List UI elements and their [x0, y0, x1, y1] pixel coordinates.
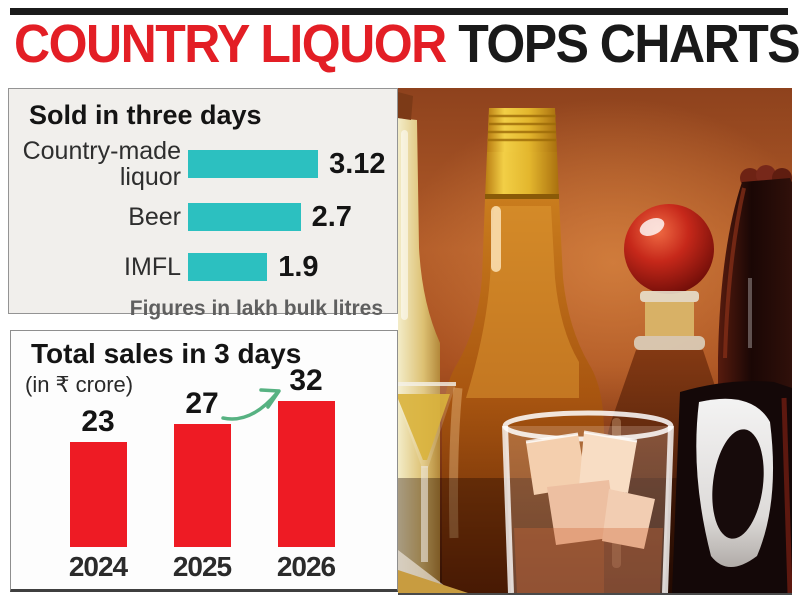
chart2-year: 2025 [172, 551, 232, 582]
chart2-bars: 23 2024 27 2025 32 2026 [67, 364, 337, 583]
chart2-column-2025: 27 2025 [171, 387, 233, 583]
chart2-bar-2025 [173, 423, 231, 547]
growth-arrow-icon [215, 377, 299, 429]
chart2-column-2024: 23 2024 [67, 405, 129, 583]
chart2-column-2026: 32 2026 [275, 364, 337, 583]
chart1-bar-beer [188, 203, 301, 231]
chart1-row-beer: Beer 2.7 [9, 201, 397, 234]
chart1-label: Country-made liquor [22, 137, 181, 192]
dark-flask [672, 381, 792, 593]
page-title: COUNTRY LIQUOR TOPS CHARTS [14, 13, 800, 75]
chart1-footnote: Figures in lakh bulk litres [129, 296, 383, 320]
chart2-title: Total sales in 3 days [31, 338, 302, 369]
table-corner [398, 570, 468, 593]
chart2-year: 2024 [68, 551, 128, 582]
white-wine-bottle [398, 92, 440, 593]
chart1-label: Beer [128, 202, 181, 231]
chart2-value: 23 [81, 405, 115, 439]
chart1-value: 3.12 [329, 147, 386, 180]
chart2-value: 27 [185, 386, 219, 420]
chart-total-sales: Total sales in 3 days (in ₹ crore) 23 20… [10, 330, 398, 592]
liquor-bottles-photo [398, 88, 792, 595]
page-title-red: COUNTRY LIQUOR [14, 14, 447, 74]
chart1-value: 2.7 [311, 200, 352, 233]
header-rule-bar [10, 8, 788, 15]
chart1-value: 1.9 [278, 250, 319, 283]
chart1-row-imfl: IMFL 1.9 [9, 251, 397, 284]
chart2-year: 2026 [276, 551, 336, 582]
chart2-bar-2026 [277, 401, 335, 547]
page-title-black: TOPS CHARTS [445, 14, 800, 74]
chart1-title: Sold in three days [29, 100, 262, 130]
chart1-bar-imfl [188, 253, 268, 281]
chart-sold-in-three-days: Sold in three days Country-made liquor 3… [8, 88, 398, 320]
chart2-value: 32 [289, 364, 323, 398]
chart2-bar-2024 [69, 442, 127, 547]
chart1-bar-country-made-liquor [188, 150, 319, 179]
chart1-row-country-made-liquor: Country-made liquor 3.12 [9, 138, 397, 191]
whisky-glass-with-ice [502, 410, 674, 593]
chart1-label: IMFL [124, 252, 181, 281]
chart2-subtitle: (in ₹ crore) [25, 372, 134, 397]
